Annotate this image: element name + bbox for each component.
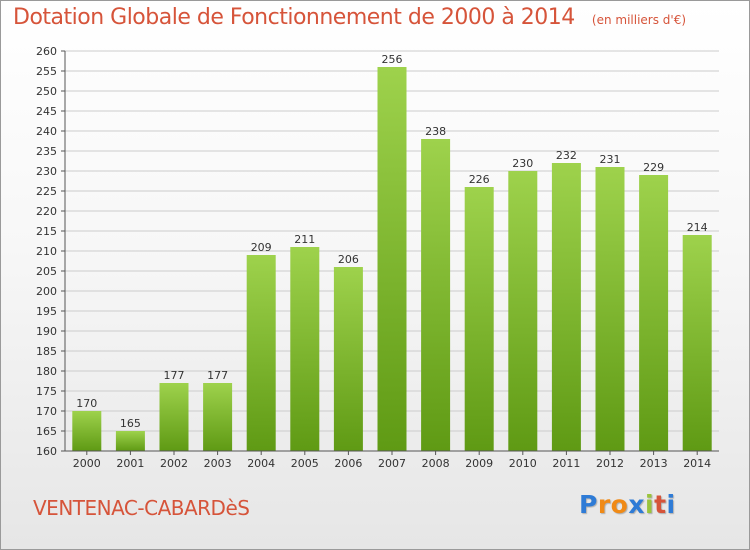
x-tick-label-2002: 2002 xyxy=(160,457,188,470)
logo-letter: P xyxy=(579,490,598,519)
y-tick-label: 230 xyxy=(36,165,57,178)
data-label-2008: 238 xyxy=(425,125,446,138)
y-tick-label: 195 xyxy=(36,305,57,318)
data-labels: 170 165 177 177 209 211 206 256 238 226 230 232 231 2… xyxy=(76,53,707,430)
data-label-2005: 211 xyxy=(294,233,315,246)
logo-letter: r xyxy=(597,490,611,519)
data-label-2004: 209 xyxy=(251,241,272,254)
logo-letter: x xyxy=(628,490,645,519)
x-tick-label-2011: 2011 xyxy=(552,457,580,470)
logo-letter: i xyxy=(645,490,655,519)
data-label-2007: 256 xyxy=(382,53,403,66)
x-tick-label-2012: 2012 xyxy=(596,457,624,470)
chart-title: Dotation Globale de Fonctionnement de 20… xyxy=(13,5,575,30)
y-tick-label: 225 xyxy=(36,185,57,198)
bars xyxy=(72,67,712,451)
x-tick-label-2008: 2008 xyxy=(422,457,450,470)
bar-2009 xyxy=(464,187,494,451)
y-tick-label: 235 xyxy=(36,145,57,158)
y-tick-label: 170 xyxy=(36,405,57,418)
y-tick-label: 190 xyxy=(36,325,57,338)
x-tick-label-2003: 2003 xyxy=(204,457,232,470)
data-label-2006: 206 xyxy=(338,253,359,266)
y-tick-label: 220 xyxy=(36,205,57,218)
y-tick-label: 255 xyxy=(36,65,57,78)
data-label-2000: 170 xyxy=(76,397,97,410)
commune-name: VENTENAC-CABARDèS xyxy=(33,496,250,520)
x-tick-label-2007: 2007 xyxy=(378,457,406,470)
data-label-2013: 229 xyxy=(643,161,664,174)
bar-2014 xyxy=(682,235,712,451)
y-tick-label: 250 xyxy=(36,85,57,98)
data-label-2011: 232 xyxy=(556,149,577,162)
x-tick-label-2005: 2005 xyxy=(291,457,319,470)
bar-2013 xyxy=(639,175,669,451)
y-tick-label: 165 xyxy=(36,425,57,438)
x-tick-label-2014: 2014 xyxy=(683,457,711,470)
chart-subtitle: (en milliers d'€) xyxy=(591,13,687,27)
x-axis-ticks: 2000 2001 2002 2003 2004 2005 2006 2007 2008 2009… xyxy=(73,451,711,470)
bar-2005 xyxy=(290,247,320,451)
x-tick-label-2004: 2004 xyxy=(247,457,275,470)
x-tick-label-2001: 2001 xyxy=(116,457,144,470)
data-label-2012: 231 xyxy=(600,153,621,166)
bar-2006 xyxy=(333,267,363,451)
bar-2008 xyxy=(421,139,451,451)
y-axis-ticks: 160 165 170 175 180 185 190 195 200 205 210 215 220 2… xyxy=(36,45,65,458)
bar-2010 xyxy=(508,171,538,451)
x-tick-label-2000: 2000 xyxy=(73,457,101,470)
bar-2003 xyxy=(203,383,233,451)
y-tick-label: 180 xyxy=(36,365,57,378)
y-tick-label: 260 xyxy=(36,45,57,58)
y-tick-label: 205 xyxy=(36,265,57,278)
y-tick-label: 210 xyxy=(36,245,57,258)
bar-2011 xyxy=(551,163,581,451)
data-label-2003: 177 xyxy=(207,369,228,382)
logo-letter: i xyxy=(666,490,676,519)
logo-letter: o xyxy=(610,490,629,519)
data-label-2002: 177 xyxy=(164,369,185,382)
data-label-2009: 226 xyxy=(469,173,490,186)
bar-2001 xyxy=(115,431,145,451)
x-tick-label-2013: 2013 xyxy=(640,457,668,470)
bar-2000 xyxy=(72,411,102,451)
y-tick-label: 240 xyxy=(36,125,57,138)
x-tick-label-2009: 2009 xyxy=(465,457,493,470)
y-tick-label: 160 xyxy=(36,445,57,458)
bar-2012 xyxy=(595,167,625,451)
x-tick-label-2006: 2006 xyxy=(334,457,362,470)
data-label-2001: 165 xyxy=(120,417,141,430)
y-tick-label: 185 xyxy=(36,345,57,358)
data-label-2014: 214 xyxy=(687,221,708,234)
data-label-2010: 230 xyxy=(512,157,533,170)
bar-2004 xyxy=(246,255,276,451)
bar-2002 xyxy=(159,383,189,451)
y-tick-label: 215 xyxy=(36,225,57,238)
y-tick-label: 245 xyxy=(36,105,57,118)
bar-2007 xyxy=(377,67,407,451)
title-row: Dotation Globale de Fonctionnement de 20… xyxy=(13,5,686,30)
x-tick-label-2010: 2010 xyxy=(509,457,537,470)
y-tick-label: 175 xyxy=(36,385,57,398)
logo-letter: t xyxy=(654,490,667,519)
y-tick-label: 200 xyxy=(36,285,57,298)
proxiti-logo: Proxiti xyxy=(579,490,676,519)
